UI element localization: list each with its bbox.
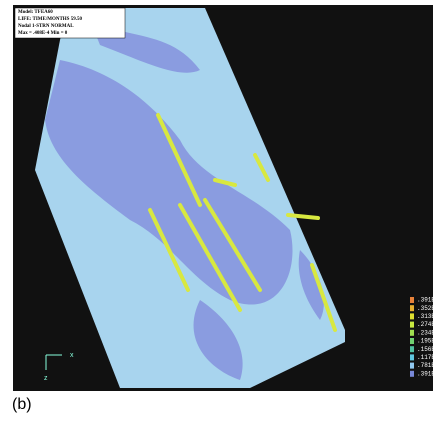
info-line: Nodal 1-STRN NORMAL	[18, 24, 74, 29]
legend-swatch	[410, 362, 414, 369]
legend-swatch	[410, 321, 414, 328]
legend-label: .313E-4	[417, 313, 443, 320]
legend-swatch	[410, 305, 414, 312]
legend-label: .352E-4	[417, 305, 443, 312]
info-line: LIFE: TIME/MONTHS 59.50	[18, 17, 82, 22]
legend-swatch	[410, 338, 414, 344]
high-strain-bands	[148, 113, 337, 332]
legend-label: .234E-4	[417, 329, 443, 336]
legend-label: .156E-4	[417, 346, 443, 353]
info-line: Max = .408E-4 Min = 0	[18, 31, 68, 36]
info-box	[14, 7, 126, 39]
legend-label: .391E-5	[417, 370, 443, 377]
legend-swatch	[410, 346, 414, 353]
legend-swatch	[410, 297, 414, 303]
caption: (b)	[12, 396, 32, 413]
legend-label: .195E-4	[417, 338, 443, 345]
axis-triad	[45, 354, 62, 370]
legend-label: .117E-4	[417, 354, 443, 361]
axis-label-x: x	[70, 352, 74, 359]
legend-label: .274E-4	[417, 321, 443, 328]
legend-label: .781E-5	[417, 362, 443, 369]
legend-swatch	[410, 329, 414, 336]
contour-plot: Model: TFEA60 LIFE: TIME/MONTHS 59.50 Noda…	[13, 5, 443, 391]
axis-label-z: z	[44, 375, 48, 382]
legend-swatch	[410, 313, 414, 320]
legend-label: .391E-4	[417, 297, 443, 304]
info-line: Model: TFEA60	[18, 10, 53, 15]
legend-swatch	[410, 354, 414, 361]
legend-swatch	[410, 370, 414, 377]
